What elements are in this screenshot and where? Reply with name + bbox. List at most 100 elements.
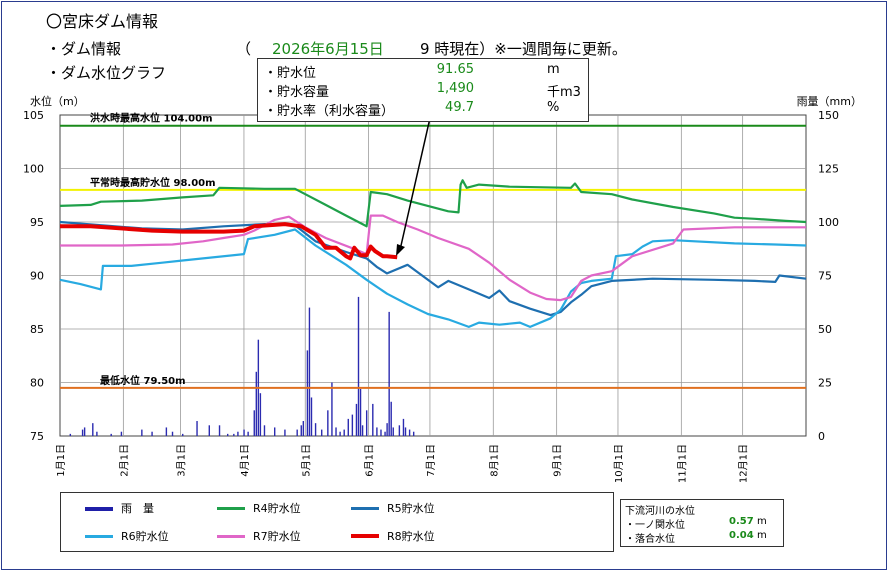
rain-bar xyxy=(398,425,401,436)
river-title: 下流河川の水位 xyxy=(625,506,695,517)
rain-bar xyxy=(120,431,123,436)
x-tick-label: 12月1日 xyxy=(738,444,750,483)
rain-bar xyxy=(226,433,229,436)
rain-bar xyxy=(274,427,276,436)
rain-bar xyxy=(339,431,341,436)
info-value: 1,490 xyxy=(436,81,474,96)
y-tick-label: 85 xyxy=(30,323,44,336)
y2-tick-label: 50 xyxy=(818,323,832,336)
rain-bar xyxy=(69,433,72,436)
rain-bar xyxy=(165,427,168,436)
x-tick-label: 2月1日 xyxy=(118,444,130,477)
rain-bar xyxy=(380,429,382,436)
info-label: ・貯水容量 xyxy=(264,85,330,100)
rain-bar xyxy=(196,421,198,436)
y2-tick-label: 125 xyxy=(818,163,839,176)
rain-bar xyxy=(141,429,143,436)
rain-bar xyxy=(182,433,184,436)
rain-bar xyxy=(255,371,258,436)
rain-bar xyxy=(151,431,153,436)
info-unit: 千m3 xyxy=(547,85,581,100)
rain-bar xyxy=(208,425,210,436)
reference-label: 平常時最高貯水位 98.00m xyxy=(90,176,216,189)
rain-bar xyxy=(351,414,354,436)
river-label: ・落合水位 xyxy=(625,534,675,545)
river-value: 0.04 xyxy=(729,530,754,541)
rain-bar xyxy=(404,427,407,436)
river-label: ・一ノ関水位 xyxy=(625,520,685,531)
x-tick-label: 9月1日 xyxy=(552,444,564,477)
rain-bar xyxy=(392,427,394,436)
rain-bar xyxy=(284,429,286,436)
update-date: 2026年6月15日 xyxy=(272,40,384,58)
river-row-ichinoseki: ・一ノ関水位 0.57 m xyxy=(625,516,780,531)
rain-bar xyxy=(81,429,84,436)
x-tick-label: 5月1日 xyxy=(300,444,312,477)
rain-bar xyxy=(233,433,235,436)
rain-bar xyxy=(247,431,249,436)
rain-bar xyxy=(300,425,302,436)
y2-tick-label: 75 xyxy=(818,270,832,283)
rain-bar xyxy=(171,431,174,436)
series-line xyxy=(60,222,398,261)
x-tick-label: 7月1日 xyxy=(425,444,437,477)
rain-bar xyxy=(357,296,360,436)
dam-info-box: ・貯水位 91.65 m ・貯水容量 1,490 千m3 ・貯水率（利水容量） … xyxy=(257,58,589,122)
rain-bar xyxy=(321,429,323,436)
series-line xyxy=(59,228,807,328)
rain-bar xyxy=(390,401,392,436)
river-unit: m xyxy=(757,530,767,541)
info-label: ・貯水位 xyxy=(264,66,317,81)
rain-bar xyxy=(83,427,86,436)
page-title: 〇宮床ダム情報 xyxy=(46,12,159,31)
river-level-box: 下流河川の水位 ・一ノ関水位 0.57 m ・落合水位 0.04 m xyxy=(620,499,784,547)
rain-bar xyxy=(347,418,349,436)
legend-swatch xyxy=(351,534,379,538)
rain-bar xyxy=(243,429,245,436)
rain-bar xyxy=(327,410,329,436)
y-tick-label: 100 xyxy=(23,163,44,176)
y2-tick-label: 150 xyxy=(818,109,839,122)
x-tick-label: 1月1日 xyxy=(55,444,67,477)
info-unit: m xyxy=(547,62,560,77)
rain-bar xyxy=(308,307,311,436)
river-row-ochiai: ・落合水位 0.04 m xyxy=(625,530,780,545)
y-tick-label: 75 xyxy=(30,430,44,443)
y-tick-label: 80 xyxy=(30,377,44,390)
legend-swatch xyxy=(351,507,379,510)
rain-bar xyxy=(96,431,98,436)
info-pointer-arrowhead xyxy=(396,244,405,256)
y2-tick-label: 25 xyxy=(818,377,832,390)
date-paren: （ xyxy=(236,40,252,58)
y-tick-label: 90 xyxy=(30,270,44,283)
rain-bar xyxy=(92,423,94,436)
rain-bar xyxy=(388,311,390,436)
graph-label: ・ダム水位グラフ xyxy=(46,64,167,82)
update-time-note: 9 時現在）※一週間毎に更新。 xyxy=(420,40,627,58)
river-value: 0.57 xyxy=(729,516,754,527)
x-tick-label: 8月1日 xyxy=(488,444,500,477)
rain-bar xyxy=(110,433,112,436)
rain-bar xyxy=(384,431,386,436)
dam-info-label: ・ダム情報 xyxy=(46,40,122,58)
reference-label: 洪水時最高水位 104.00m xyxy=(90,112,213,125)
rain-bar xyxy=(310,397,313,436)
legend-label: R5貯水位 xyxy=(387,502,435,515)
info-value: 91.65 xyxy=(436,62,474,77)
rain-bar xyxy=(306,350,309,436)
x-tick-label: 3月1日 xyxy=(176,444,188,477)
series-line xyxy=(60,214,806,302)
rain-bar xyxy=(412,431,415,436)
rain-bar xyxy=(296,429,298,436)
info-row-volume: ・貯水容量 1,490 千m3 xyxy=(264,81,584,100)
info-row-rate: ・貯水率（利水容量） 49.7 % xyxy=(264,100,584,119)
y-tick-label: 95 xyxy=(30,216,44,229)
legend-label: R4貯水位 xyxy=(253,502,301,515)
info-value: 49.7 xyxy=(445,100,474,115)
y-axis-label: 水位（m） xyxy=(30,94,85,108)
legend-swatch xyxy=(85,535,113,538)
rain-bar xyxy=(259,393,262,436)
info-row-level: ・貯水位 91.65 m xyxy=(264,62,584,81)
